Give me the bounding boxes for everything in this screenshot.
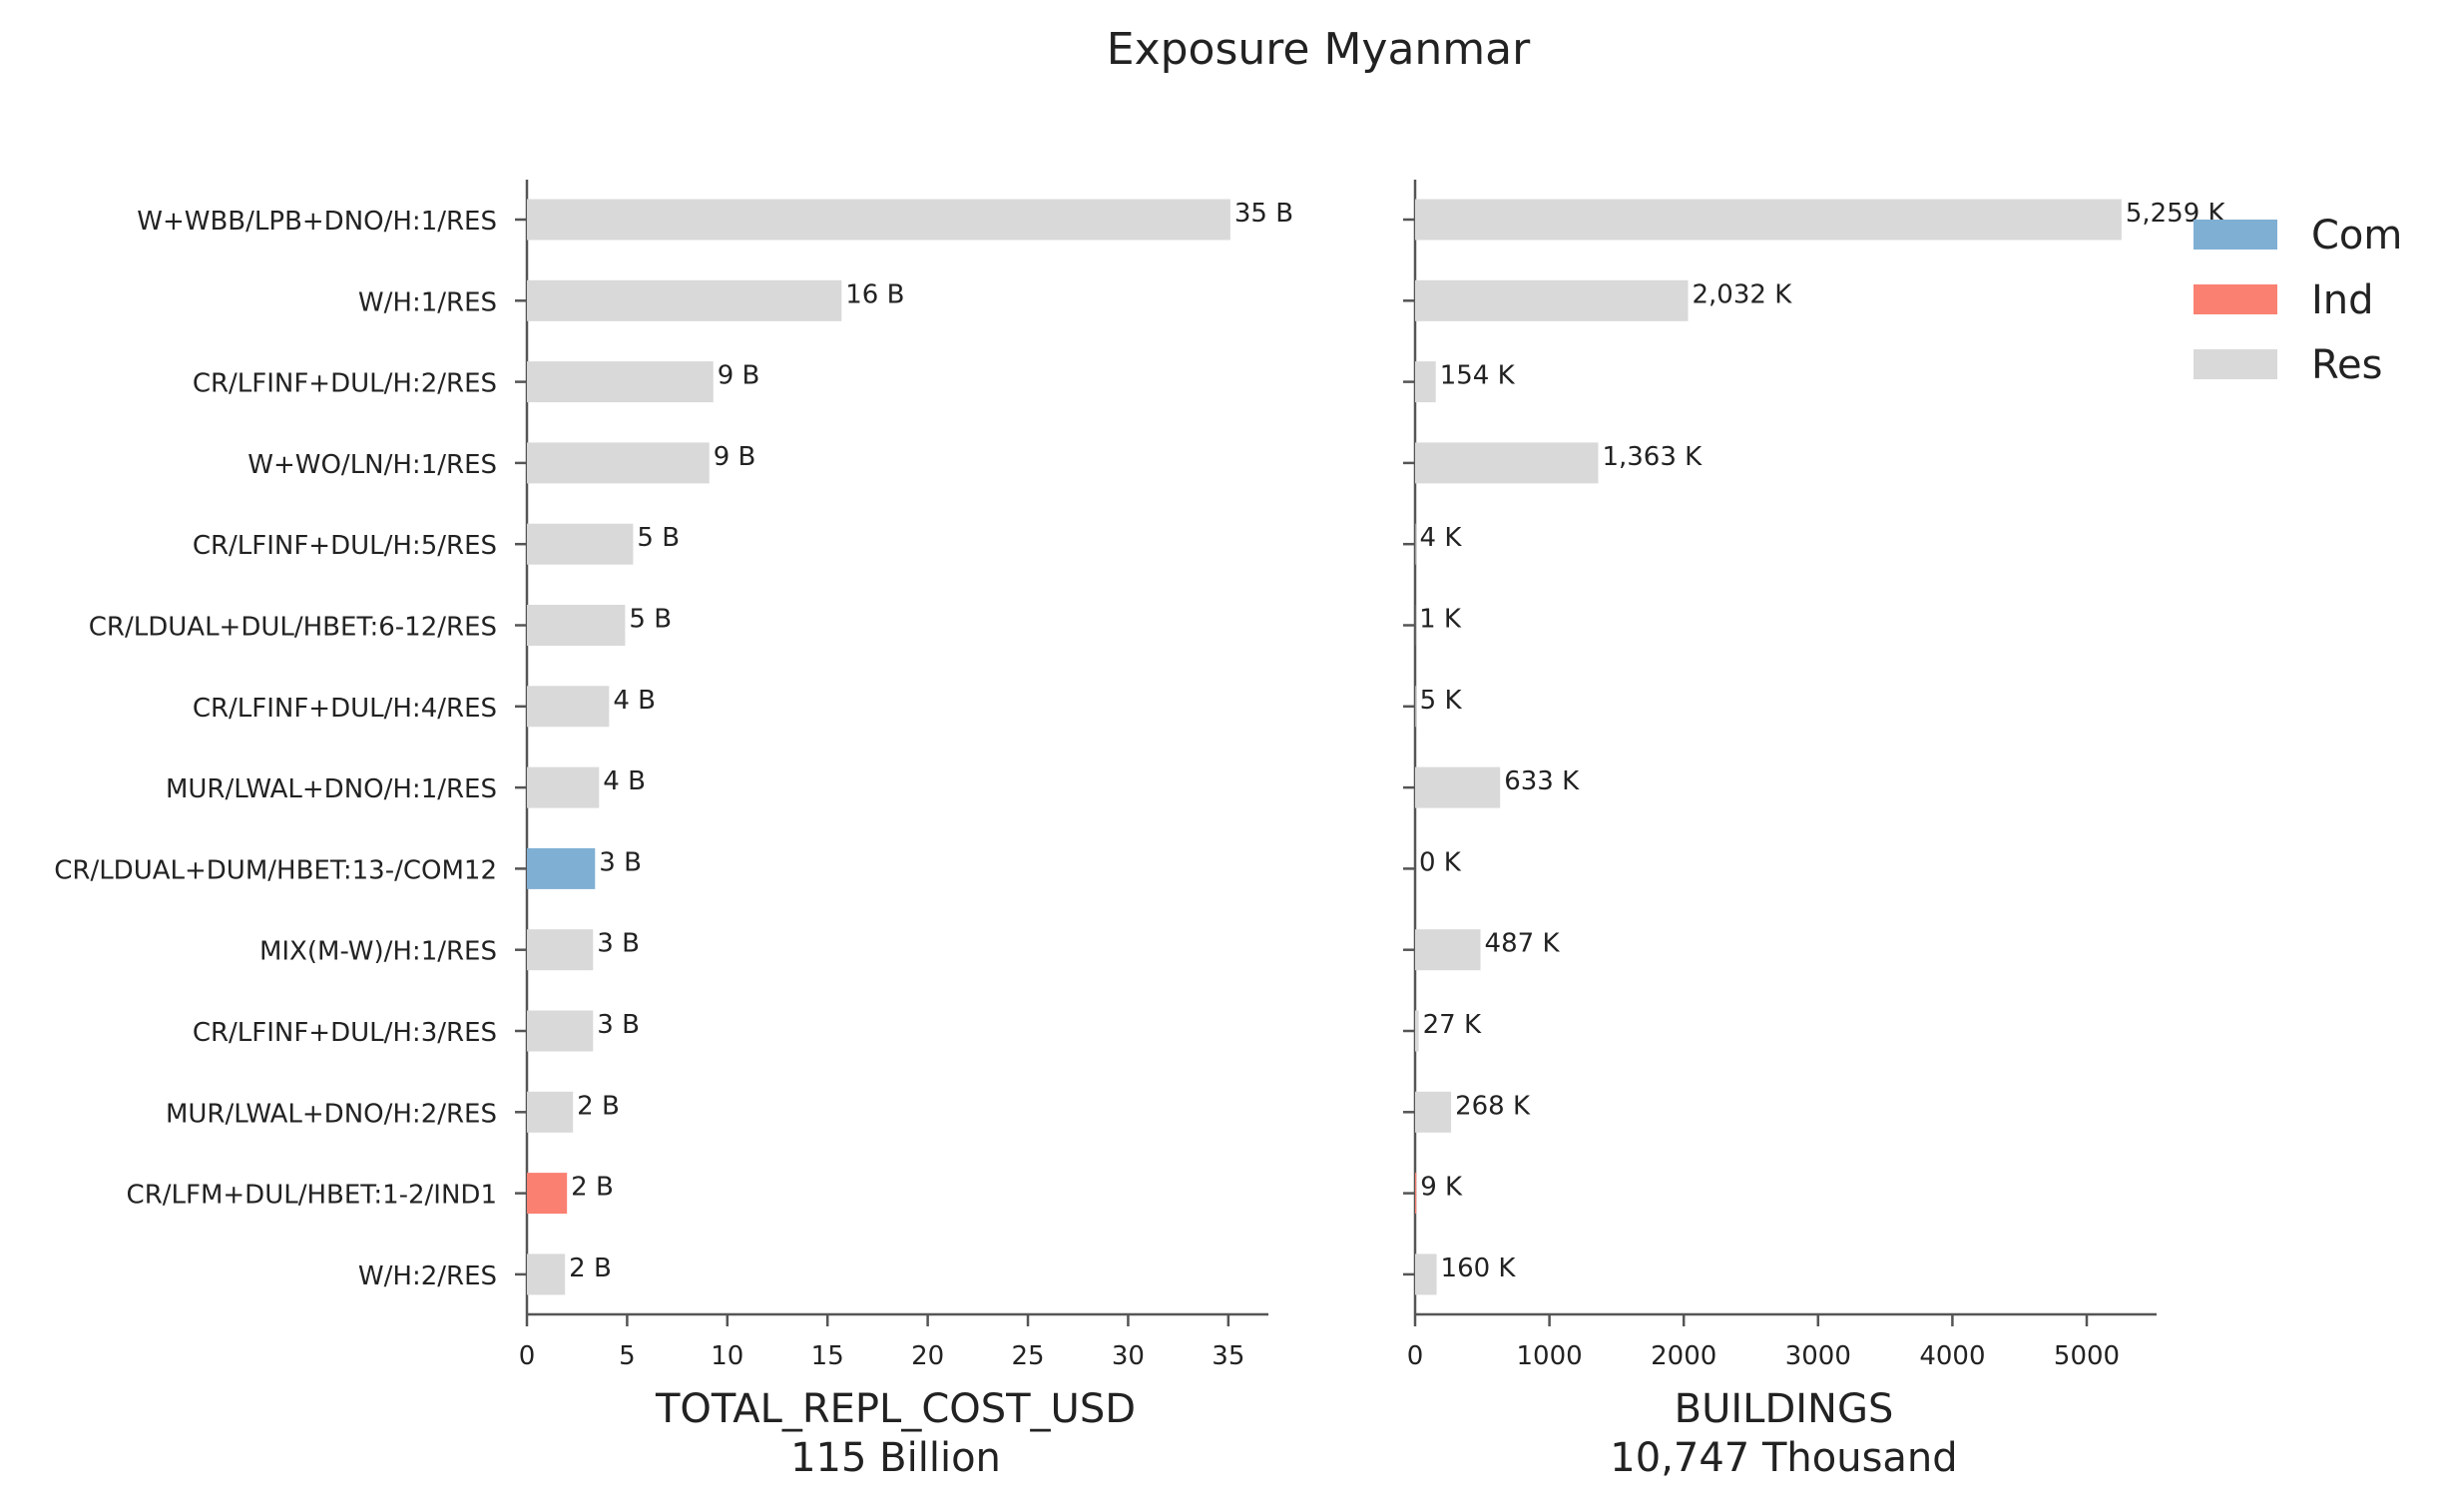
y-tick-label: W+WO/LN/H:1/RES	[247, 450, 497, 480]
x-tick-label: 5000	[2054, 1341, 2120, 1371]
bar	[1415, 280, 1689, 321]
bar	[1415, 686, 1416, 727]
y-tick-label: MUR/LWAL+DNO/H:2/RES	[166, 1099, 497, 1129]
data-label: 3 B	[597, 1010, 640, 1040]
y-tick-label: MUR/LWAL+DNO/H:1/RES	[166, 774, 497, 804]
data-label: 3 B	[599, 847, 642, 877]
bar	[527, 280, 841, 321]
x-tick-label: 15	[811, 1341, 844, 1371]
bar	[527, 1011, 593, 1052]
data-label: 160 K	[1441, 1254, 1517, 1283]
bar	[1415, 361, 1436, 402]
data-label: 9 B	[718, 361, 760, 391]
bar	[527, 361, 714, 402]
x-axis-label: TOTAL_REPL_COST_USD	[655, 1386, 1136, 1432]
x-tick-label: 0	[1407, 1341, 1424, 1371]
y-tick-label: W/H:1/RES	[358, 287, 497, 317]
x-axis-label: BUILDINGS	[1675, 1386, 1894, 1432]
x-tick-label: 10	[711, 1341, 743, 1371]
bar	[527, 442, 710, 483]
x-tick-label: 35	[1212, 1341, 1244, 1371]
data-label: 154 K	[1440, 361, 1516, 391]
data-label: 2,032 K	[1693, 279, 1793, 309]
data-label: 2 B	[569, 1254, 612, 1283]
data-label: 4 B	[613, 686, 656, 716]
data-label: 4 B	[603, 766, 646, 796]
legend-swatch	[2194, 220, 2277, 250]
bar	[1415, 1011, 1419, 1052]
bar	[1415, 442, 1598, 483]
data-label: 3 B	[597, 929, 640, 959]
y-tick-label: CR/LDUAL+DUL/HBET:6-12/RES	[89, 613, 497, 643]
legend-swatch	[2194, 349, 2277, 379]
y-tick-label: CR/LFINF+DUL/H:4/RES	[193, 694, 497, 724]
data-label: 1,363 K	[1602, 442, 1703, 472]
y-tick-label: MIX(M-W)/H:1/RES	[259, 937, 497, 967]
y-tick-label: CR/LFINF+DUL/H:2/RES	[193, 369, 497, 399]
bar	[527, 524, 633, 565]
legend-label: Com	[2311, 213, 2402, 258]
bar	[527, 686, 609, 727]
x-tick-label: 20	[911, 1341, 944, 1371]
bar	[1415, 767, 1500, 808]
x-axis-sublabel: 115 Billion	[790, 1435, 1001, 1481]
x-tick-label: 25	[1011, 1341, 1044, 1371]
bar	[1415, 1092, 1451, 1133]
y-tick-label: CR/LFINF+DUL/H:5/RES	[193, 531, 497, 561]
bar	[527, 1254, 565, 1294]
bar	[527, 929, 593, 970]
x-axis-sublabel: 10,747 Thousand	[1610, 1435, 1957, 1481]
y-tick-label: CR/LDUAL+DUM/HBET:13-/COM12	[54, 855, 497, 885]
x-tick-label: 2000	[1651, 1341, 1716, 1371]
x-tick-label: 5	[619, 1341, 636, 1371]
data-label: 27 K	[1423, 1010, 1482, 1040]
data-label: 16 B	[845, 279, 904, 309]
bar	[527, 200, 1230, 241]
x-tick-label: 3000	[1785, 1341, 1851, 1371]
bar	[1415, 524, 1416, 565]
data-label: 5 B	[629, 605, 672, 635]
legend-label: Res	[2311, 342, 2382, 388]
y-tick-label: W+WBB/LPB+DNO/H:1/RES	[137, 207, 497, 237]
bar	[1415, 1254, 1437, 1294]
y-tick-label: CR/LFINF+DUL/H:3/RES	[193, 1018, 497, 1048]
x-tick-label: 1000	[1517, 1341, 1583, 1371]
y-tick-label: CR/LFM+DUL/HBET:1-2/IND1	[127, 1181, 497, 1211]
bar	[527, 605, 625, 646]
data-label: 0 K	[1419, 847, 1462, 877]
data-label: 4 K	[1420, 523, 1463, 553]
data-label: 5 K	[1420, 686, 1463, 716]
chart-title: Exposure Myanmar	[1107, 24, 1531, 75]
data-label: 5 B	[637, 523, 680, 553]
bar	[1415, 1173, 1416, 1214]
bar	[1415, 200, 2122, 241]
bar	[527, 848, 595, 889]
data-label: 268 K	[1455, 1091, 1531, 1121]
bar	[1415, 929, 1481, 970]
data-label: 9 B	[714, 442, 756, 472]
data-label: 9 K	[1420, 1173, 1463, 1203]
data-label: 35 B	[1234, 199, 1293, 229]
x-tick-label: 30	[1112, 1341, 1145, 1371]
bar	[527, 1092, 573, 1133]
data-label: 1 K	[1419, 605, 1462, 635]
data-label: 2 B	[577, 1091, 620, 1121]
bar	[527, 767, 599, 808]
data-label: 633 K	[1504, 766, 1580, 796]
legend-label: Ind	[2311, 277, 2374, 323]
x-tick-label: 4000	[1919, 1341, 1985, 1371]
y-tick-label: W/H:2/RES	[358, 1261, 497, 1291]
x-tick-label: 0	[519, 1341, 536, 1371]
data-label: 2 B	[571, 1173, 614, 1203]
legend-swatch	[2194, 284, 2277, 314]
data-label: 487 K	[1485, 929, 1561, 959]
bar	[527, 1173, 567, 1214]
